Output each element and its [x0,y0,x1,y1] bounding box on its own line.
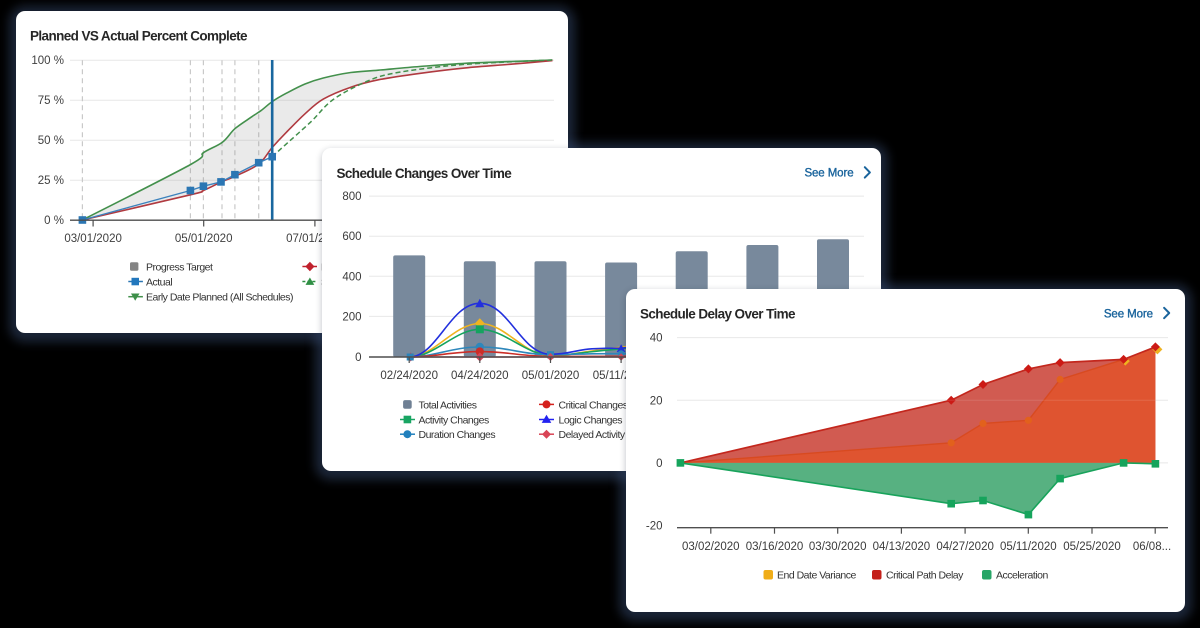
svg-text:Early Date Planned (All Schedu: Early Date Planned (All Schedules) [146,292,293,304]
svg-text:Total Activities: Total Activities [419,399,477,411]
svg-text:04/27/2020: 04/27/2020 [936,541,994,553]
svg-text:-20: -20 [646,521,663,533]
svg-text:200: 200 [342,311,361,323]
svg-text:See More: See More [1104,308,1153,320]
svg-text:25 %: 25 % [38,175,64,187]
svg-text:Schedule Changes Over Time: Schedule Changes Over Time [337,166,513,181]
svg-text:04/24/2020: 04/24/2020 [451,370,509,382]
svg-text:0: 0 [355,352,361,364]
svg-text:20: 20 [650,395,663,407]
svg-text:Progress Target: Progress Target [146,262,213,274]
svg-text:Logic Changes: Logic Changes [559,415,623,427]
svg-text:Duration Changes: Duration Changes [419,429,496,441]
svg-text:03/01/2020: 03/01/2020 [64,233,122,245]
svg-text:04/13/2020: 04/13/2020 [873,541,931,553]
svg-text:Actual: Actual [146,277,172,289]
svg-text:Activity Changes: Activity Changes [419,415,489,427]
svg-text:03/16/2020: 03/16/2020 [746,541,804,553]
svg-text:06/08...: 06/08... [1133,541,1171,553]
svg-text:05/01/2020: 05/01/2020 [522,370,580,382]
svg-text:100 %: 100 % [31,55,64,67]
svg-text:05/11/2020: 05/11/2020 [1000,541,1057,553]
svg-text:Planned VS Actual Percent Comp: Planned VS Actual Percent Complete [30,29,248,44]
svg-text:Schedule Delay Over Time: Schedule Delay Over Time [640,307,796,322]
svg-text:400: 400 [342,271,361,283]
svg-text:Acceleration: Acceleration [996,570,1048,582]
svg-text:Delayed Activity: Delayed Activity [559,429,626,441]
svg-text:03/02/2020: 03/02/2020 [682,541,740,553]
svg-text:75 %: 75 % [38,95,64,107]
svg-text:0 %: 0 % [44,215,64,227]
svg-text:0: 0 [656,458,662,470]
svg-text:600: 600 [342,231,361,243]
svg-text:Critical Path Delay: Critical Path Delay [886,570,964,582]
svg-text:02/24/2020: 02/24/2020 [380,370,438,382]
svg-text:Critical Changes: Critical Changes [559,399,628,411]
svg-text:End Date Variance: End Date Variance [777,570,857,582]
svg-text:800: 800 [342,191,361,203]
svg-text:03/30/2020: 03/30/2020 [809,541,867,553]
svg-text:40: 40 [650,333,663,345]
svg-text:See More: See More [804,168,853,180]
svg-text:05/01/2020: 05/01/2020 [175,233,233,245]
svg-text:05/25/2020: 05/25/2020 [1063,541,1121,553]
svg-text:50 %: 50 % [38,135,64,147]
